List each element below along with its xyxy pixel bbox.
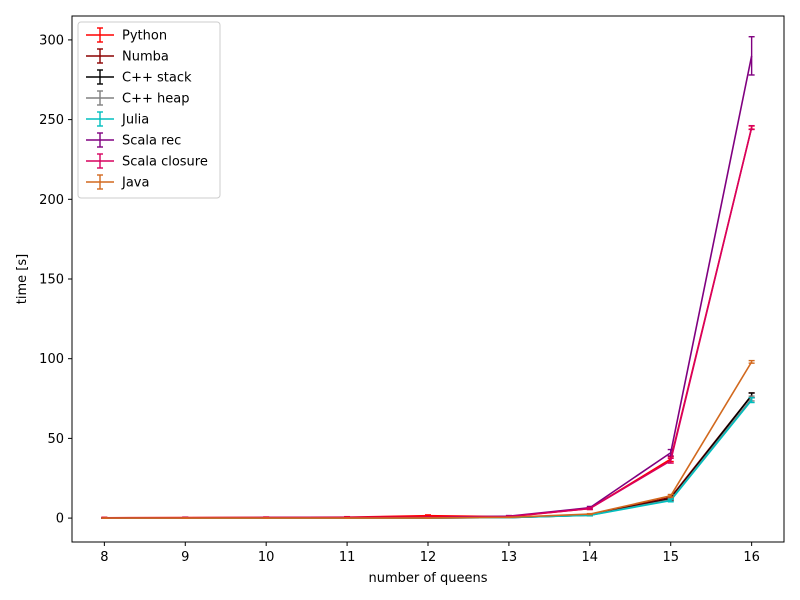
x-tick-label: 10 (258, 550, 275, 565)
legend-item: C++ stack (86, 69, 192, 86)
x-axis: 8 9 10 11 12 13 14 15 16 (100, 542, 760, 565)
error-bar (667, 493, 674, 498)
legend-item: Python (86, 27, 167, 44)
x-tick-label: 12 (420, 550, 437, 565)
y-tick-label: 50 (47, 432, 64, 447)
x-tick-label: 16 (743, 550, 760, 565)
x-tick-label: 15 (662, 550, 679, 565)
legend-item: Scala closure (86, 153, 208, 170)
y-axis: 0 50 100 150 200 250 300 (39, 33, 72, 527)
legend-item: Java (86, 174, 149, 191)
legend-label: Numba (122, 50, 169, 65)
legend-item: Scala rec (86, 132, 181, 149)
plot-area (101, 36, 755, 519)
x-tick-label: 9 (181, 550, 189, 565)
x-tick-label: 14 (582, 550, 599, 565)
legend-item: Julia (86, 111, 149, 128)
error-bar (748, 124, 755, 131)
y-tick-label: 150 (39, 273, 64, 288)
legend: Python Numba C++ stack C++ heap Julia Scala r… (77, 21, 221, 199)
series-layer (101, 36, 755, 519)
error-bar (748, 36, 755, 76)
legend-box (77, 21, 221, 199)
y-tick-label: 100 (39, 352, 64, 367)
legend-label: C++ stack (122, 71, 192, 86)
series-java (101, 359, 755, 519)
x-tick-label: 13 (501, 550, 518, 565)
legend-label: Java (121, 176, 149, 191)
legend-label: Scala closure (122, 155, 208, 170)
y-tick-label: 200 (39, 193, 64, 208)
x-tick-label: 8 (100, 550, 108, 565)
error-bar (667, 498, 674, 503)
legend-label: Python (122, 29, 167, 44)
legend-label: Julia (121, 113, 149, 128)
legend-item: Numba (86, 48, 169, 65)
legend-item: C++ heap (86, 90, 189, 107)
y-axis-label: time [s] (15, 254, 30, 304)
legend-label: C++ heap (122, 92, 189, 107)
y-tick-label: 300 (39, 33, 64, 48)
y-tick-label: 250 (39, 113, 64, 128)
error-bar (586, 506, 593, 511)
error-bar (748, 359, 755, 364)
y-tick-label: 0 (56, 512, 64, 527)
x-axis-label: number of queens (368, 571, 487, 586)
error-bar (586, 512, 593, 516)
error-bar (667, 457, 674, 464)
x-tick-label: 11 (339, 550, 356, 565)
error-bar (748, 397, 755, 404)
legend-label: Scala rec (122, 134, 181, 149)
